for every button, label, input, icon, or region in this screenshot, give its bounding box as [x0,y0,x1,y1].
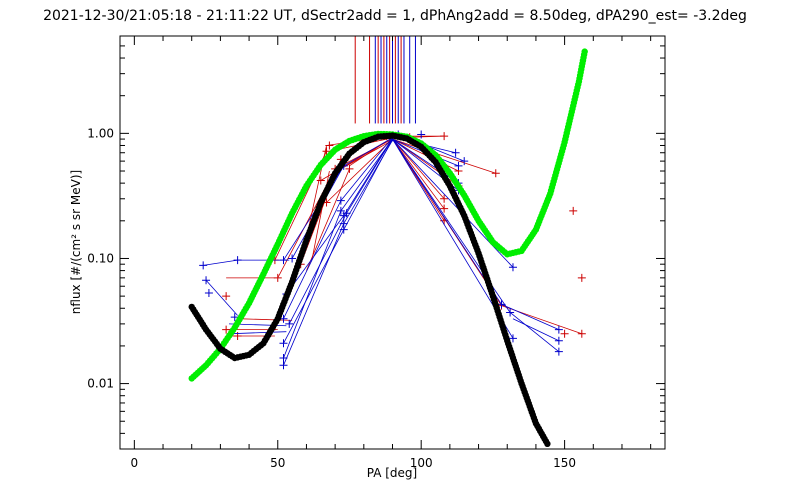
x-axis-label: PA [deg] [367,466,417,480]
plus-marker-red [440,132,449,141]
connector-line-blue [509,312,560,352]
plus-marker-red [577,273,586,282]
plus-marker-blue [204,288,213,297]
connector-line-blue [501,303,560,330]
series-layer [188,36,588,448]
plus-marker-blue [460,157,469,166]
plus-marker-blue [451,148,460,157]
x-tick-label: 50 [270,456,285,470]
plus-marker-blue [417,130,426,139]
y-axis: 0.01 0.10 1.00 [87,35,665,450]
plus-marker-red [222,325,231,334]
plus-marker-blue [199,261,208,270]
x-tick-label: 100 [410,456,433,470]
connector-line-blue [343,138,393,230]
connector-line-blue [283,223,345,366]
y-axis-label: nflux [#/(cm² s sr MeV)] [69,170,83,314]
plus-marker-blue [339,225,348,234]
plus-marker-red [560,329,569,338]
y-tick-label: 1.00 [87,126,114,140]
connector-line-blue [343,134,399,167]
plus-marker-red [325,141,334,150]
plus-marker-red [440,194,449,203]
connector-line-blue [340,137,393,201]
plus-marker-red [322,147,331,156]
y-tick-label: 0.10 [87,251,114,265]
plus-marker-blue [233,256,242,265]
plus-marker-blue [506,308,515,317]
plus-marker-blue [336,196,345,205]
connector-line-blue [286,215,345,295]
plus-marker-blue [342,209,351,218]
connector-line-blue [283,210,342,359]
plus-marker-blue [508,263,517,272]
connector-line-red [392,138,496,174]
connector-line-blue [343,137,393,216]
plus-marker-blue [554,336,563,345]
plus-marker-blue [202,276,211,285]
x-tick-label: 0 [131,456,139,470]
plus-marker-blue [554,325,563,334]
plus-marker-red [569,206,578,215]
plus-marker-blue [279,339,288,348]
connector-line-blue [392,138,514,268]
plus-marker-blue [285,319,294,328]
connector-line-blue [392,138,459,184]
connector-line-blue [228,331,287,335]
plus-marker-red [491,169,500,178]
plus-marker-blue [288,254,297,263]
connector-line-blue [346,138,393,214]
data-group [188,36,588,448]
plus-marker-blue [454,161,463,170]
connector-line-blue [205,279,238,316]
connector-line-blue [203,259,238,266]
x-tick-label: 150 [553,456,576,470]
chart-title: 2021-12-30/21:05:18 - 21:11:22 UT, dSect… [43,8,747,24]
connector-line-red [392,138,445,209]
plus-marker-blue [508,334,517,343]
connector-line-blue [512,318,560,342]
plus-marker-red [577,329,586,338]
connector-line-red [326,138,393,203]
y-tick-label: 0.01 [87,377,114,391]
plus-marker-blue [279,354,288,363]
connector-line-blue [283,229,345,344]
fit-dot-green [581,48,588,55]
connector-line-red [306,168,350,271]
connector-line-blue [283,200,342,319]
plus-marker-red [222,292,231,301]
plus-marker-red [440,204,449,213]
plus-marker-blue [279,256,288,265]
plus-marker-red [316,176,325,185]
connector-line-blue [288,213,347,325]
fit-dot-black [544,440,551,448]
plus-marker-blue [554,347,563,356]
plus-marker-red [345,164,354,173]
connector-line-red [392,138,445,200]
plus-marker-red [273,273,282,282]
plus-marker-blue [279,361,288,370]
plus-marker-blue [336,206,345,215]
x-axis: 0 50 100 150 [131,36,652,470]
